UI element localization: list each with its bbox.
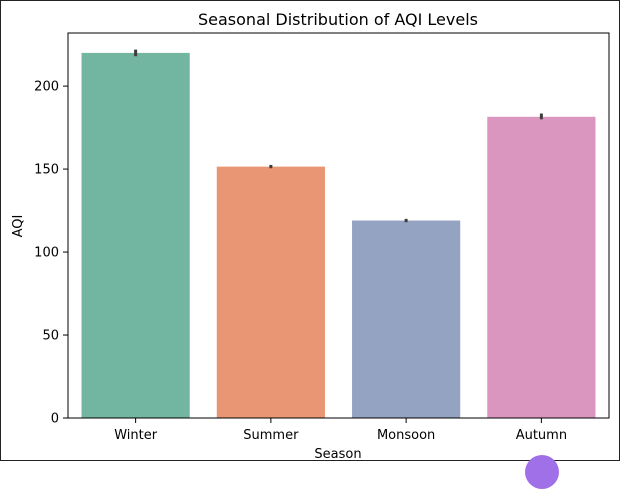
bar-winter — [81, 52, 190, 419]
y-tick-label: 200 — [34, 80, 59, 95]
y-tick-label: 150 — [34, 163, 59, 178]
x-tick-label: Summer — [243, 428, 299, 443]
y-tick-label: 100 — [34, 246, 59, 261]
x-tick-label: Winter — [114, 428, 158, 443]
chat-bubble-button[interactable] — [525, 455, 559, 489]
x-axis-label: Season — [314, 447, 361, 461]
bar-summer — [216, 166, 325, 418]
y-tick-label: 0 — [51, 412, 59, 427]
y-axis-label: AQI — [11, 215, 26, 238]
y-tick-label: 50 — [42, 329, 59, 344]
bar-autumn — [487, 116, 596, 418]
bar-monsoon — [352, 220, 461, 418]
x-tick-label: Autumn — [516, 428, 567, 443]
chart-title: Seasonal Distribution of AQI Levels — [198, 10, 478, 29]
plot-frame — [67, 32, 610, 419]
x-tick-label: Monsoon — [377, 428, 435, 443]
bar-chart: Seasonal Distribution of AQI Levels 0 50 1… — [11, 10, 610, 461]
